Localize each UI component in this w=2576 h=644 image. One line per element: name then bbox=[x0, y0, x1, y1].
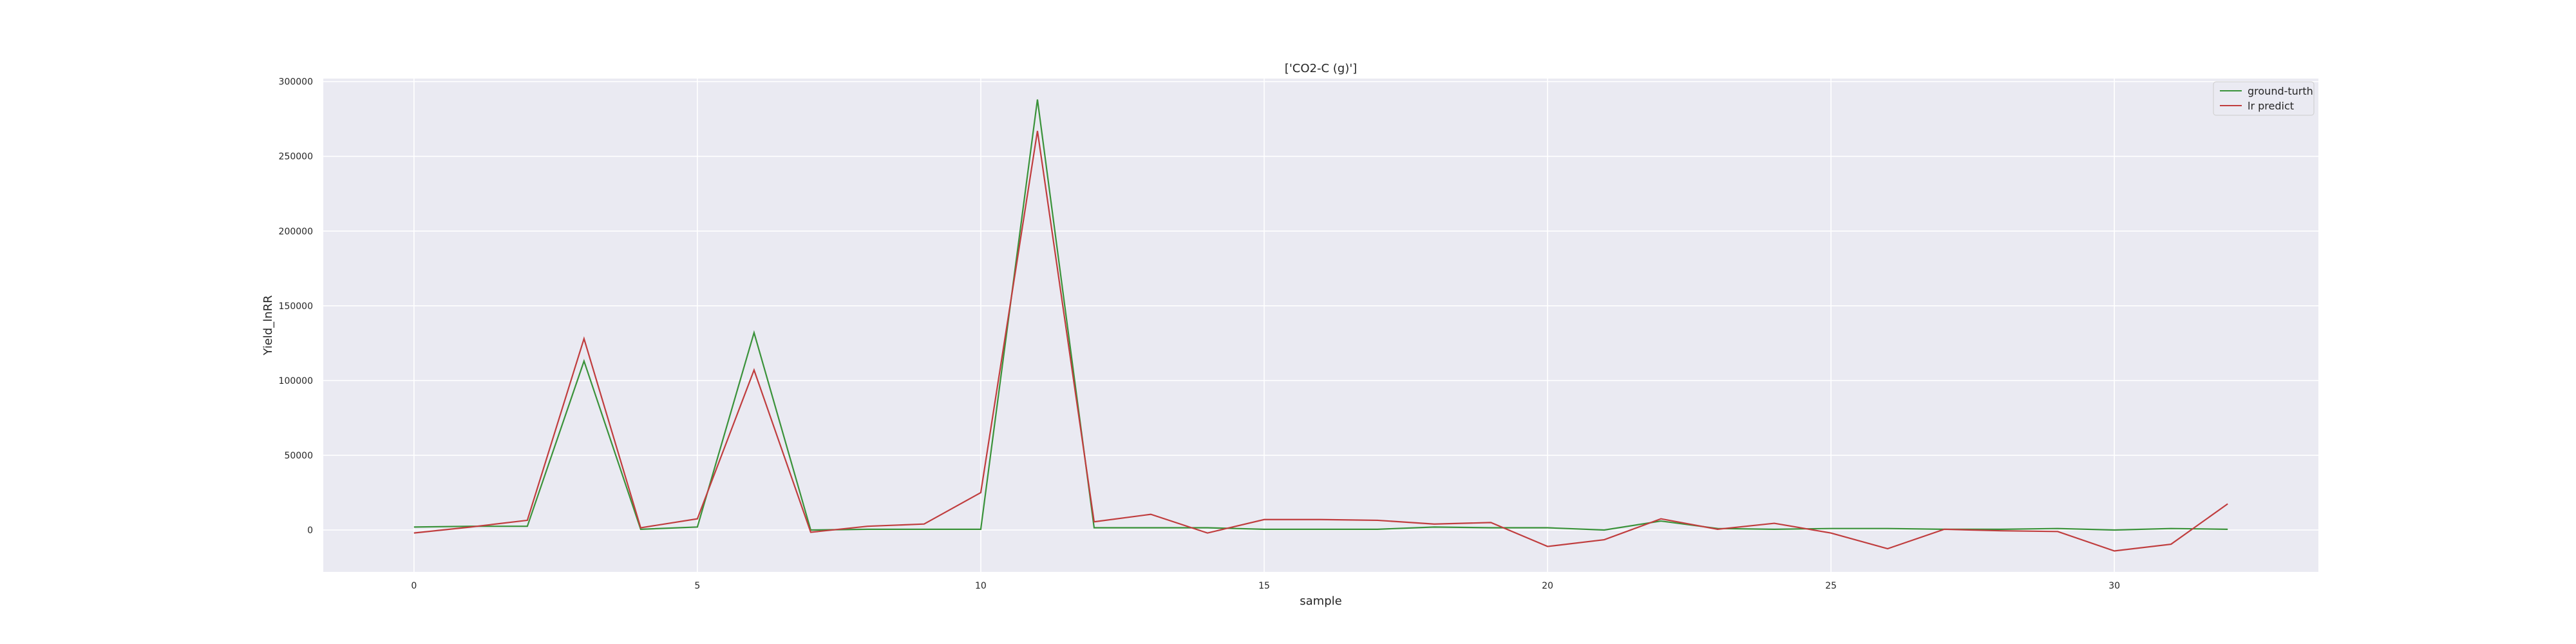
y-tick-label: 50000 bbox=[284, 451, 313, 461]
x-tick-label: 25 bbox=[1825, 581, 1837, 591]
plot-background bbox=[323, 79, 2318, 572]
y-axis-label: Yield_lnRR bbox=[261, 295, 275, 355]
series-line-ground-turth bbox=[413, 99, 2228, 531]
y-tick-label: 300000 bbox=[279, 77, 313, 88]
grid-lines bbox=[323, 79, 2318, 572]
x-tick-labels: 0 5 10 15 20 25 30 bbox=[411, 581, 2120, 591]
y-tick-label: 0 bbox=[307, 526, 313, 536]
x-tick-label: 10 bbox=[975, 581, 987, 591]
y-tick-label: 100000 bbox=[279, 376, 313, 386]
legend: ground-turth lr predict bbox=[2213, 81, 2315, 116]
series-layer bbox=[413, 99, 2228, 552]
x-tick-label: 20 bbox=[1542, 581, 1553, 591]
y-tick-label: 200000 bbox=[279, 227, 313, 237]
x-tick-label: 5 bbox=[694, 581, 700, 591]
y-tick-labels: 0 50000 100000 150000 200000 250000 300000 bbox=[279, 77, 313, 536]
x-tick-label: 15 bbox=[1258, 581, 1270, 591]
legend-label-lr-predict: lr predict bbox=[2248, 100, 2294, 112]
chart-title: ['CO2-C (g)'] bbox=[1285, 62, 1357, 75]
series-line-lr-predict bbox=[413, 131, 2228, 552]
x-tick-label: 30 bbox=[2108, 581, 2120, 591]
x-axis-label: sample bbox=[1300, 594, 1341, 608]
x-tick-label: 0 bbox=[411, 581, 417, 591]
legend-label-ground-turth: ground-turth bbox=[2248, 85, 2313, 97]
y-tick-label: 250000 bbox=[279, 152, 313, 162]
y-tick-label: 150000 bbox=[279, 301, 313, 312]
